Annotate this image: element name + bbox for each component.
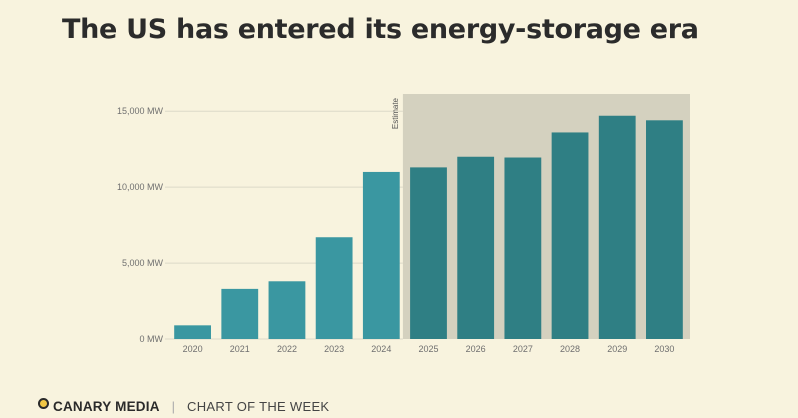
x-tick-label: 2030 [654, 344, 674, 354]
bar-2024 [362, 171, 400, 339]
y-tick-label: 5,000 MW [122, 258, 164, 268]
brand-name: CANARY MEDIA [53, 398, 160, 414]
series-name: CHART OF THE WEEK [187, 398, 330, 414]
x-tick-label: 2029 [607, 344, 627, 354]
bar-2030 [646, 120, 683, 339]
x-tick-label: 2025 [418, 344, 438, 354]
bar-2029 [598, 115, 636, 340]
bar-2025 [410, 167, 447, 339]
x-tick-label: 2023 [324, 344, 344, 354]
bar-2026 [457, 156, 495, 339]
y-tick-label: 10,000 MW [117, 182, 164, 192]
x-tick-label: 2020 [183, 344, 203, 354]
x-axis: 2020 2021 2022 2023 2024 2025 2026 2027 2028 2029… [183, 344, 675, 354]
canary-logo-icon [38, 397, 49, 409]
footer: CANARY MEDIA | CHART OF THE WEEK [38, 396, 329, 416]
bar-2027 [504, 157, 542, 339]
x-tick-label: 2026 [466, 344, 486, 354]
x-tick-label: 2021 [230, 344, 250, 354]
bar-2022 [268, 281, 306, 339]
x-tick-label: 2027 [513, 344, 533, 354]
bar-2020 [174, 325, 211, 339]
y-tick-label: 0 MW [140, 334, 164, 344]
y-axis: 0 MW 5,000 MW 10,000 MW 15,000 MW [117, 106, 164, 344]
bar-2023 [315, 237, 353, 339]
bar-2021 [221, 288, 259, 339]
y-tick-label: 15,000 MW [117, 106, 164, 116]
footer-separator: | [171, 398, 176, 414]
x-tick-label: 2028 [560, 344, 580, 354]
bars [174, 115, 683, 340]
x-tick-label: 2022 [277, 344, 297, 354]
chart-title: The US has entered its energy-storage er… [62, 14, 699, 45]
x-tick-label: 2024 [371, 344, 391, 354]
estimate-region [402, 94, 690, 339]
estimate-label: Estimate [391, 97, 400, 129]
bar-2028 [551, 132, 589, 339]
